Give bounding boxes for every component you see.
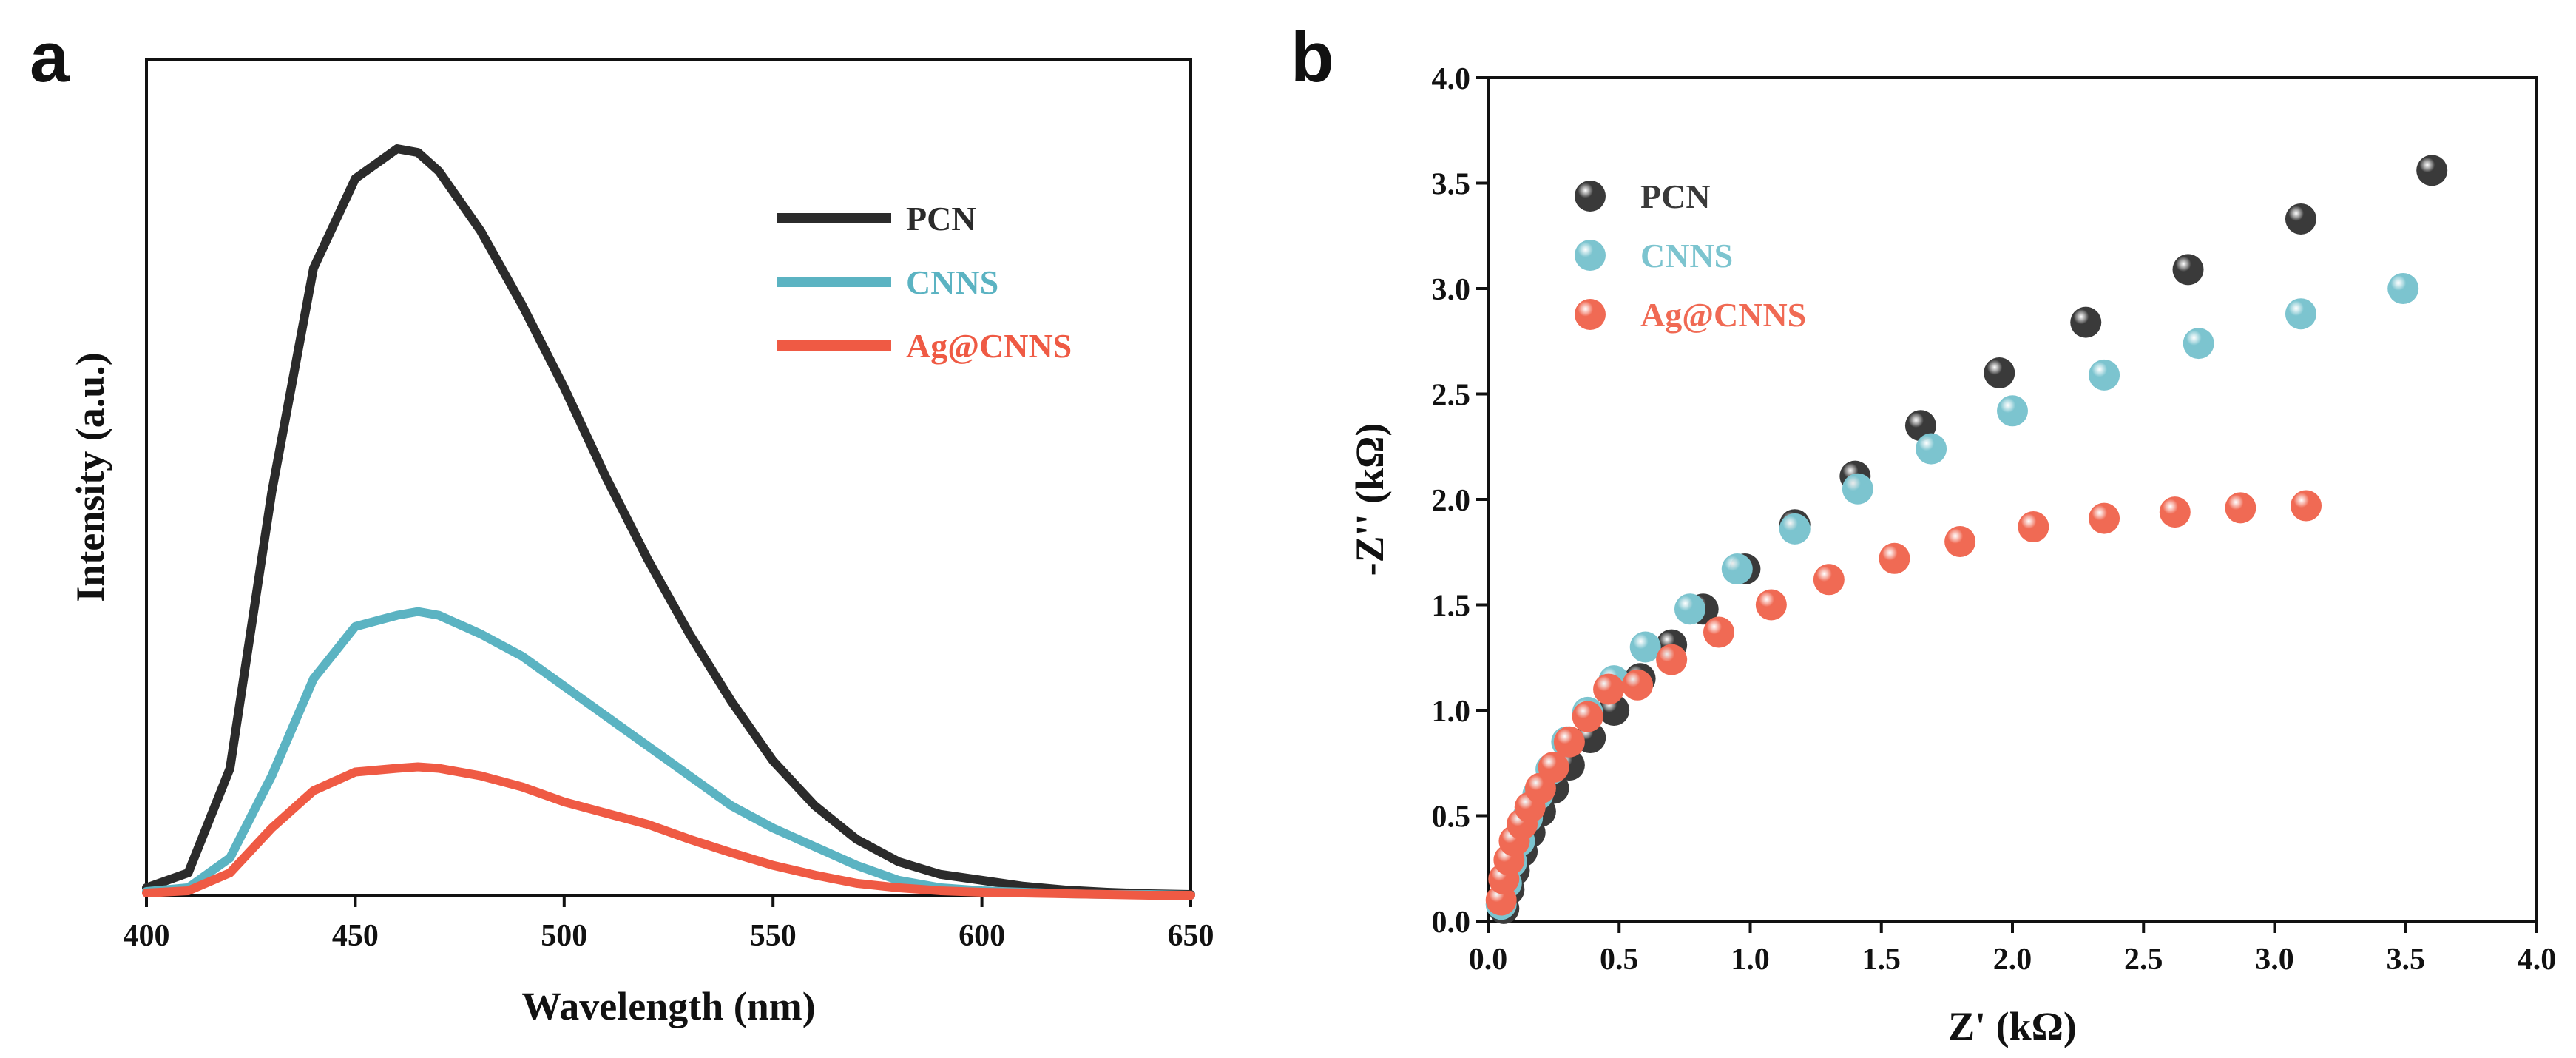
- panel-b-y-axis-title: -Z'' (kΩ): [1348, 423, 1392, 576]
- panel-a-x-tick-label: 650: [1168, 919, 1214, 953]
- panel-b-point-ag-cnns: [1553, 726, 1585, 758]
- panel-b-point-ag-cnns: [1593, 673, 1625, 705]
- panel-b-legend-marker: [1575, 299, 1606, 330]
- panel-b-scatter-chart: b 0.0 0.5 1.0 1.5 2.0 2.5 3.0 3.5 4.0 0.0 0.5 1.0 1…: [1291, 18, 2556, 1048]
- panel-b-x-tick-label: 3.5: [2387, 943, 2426, 977]
- panel-b-y-tick-label: 2.0: [1432, 484, 1471, 518]
- panel-b-x-tick-label: 2.0: [1993, 943, 2032, 977]
- panel-b-point-cnns: [1721, 553, 1753, 585]
- panel-b-x-tick-label: 0.0: [1469, 943, 1508, 977]
- panel-a-line-chart: a 400 450 500 550 600 650 Wavelength (nm) Int…: [30, 18, 1214, 1028]
- panel-a-legend: PCN CNNS Ag@CNNS: [777, 200, 1072, 365]
- panel-b-point-ag-cnns: [2159, 496, 2191, 528]
- panel-b-y-tick-label: 0.5: [1432, 801, 1471, 835]
- panel-a-x-tick-label: 450: [332, 919, 379, 953]
- panel-a-y-axis-title: Intensity (a.u.): [68, 352, 112, 602]
- panel-b-x-tick-label: 3.0: [2255, 943, 2294, 977]
- panel-a-x-tick-label: 550: [750, 919, 797, 953]
- panel-b-y-tick-label: 0.0: [1432, 906, 1471, 940]
- panel-b-point-pcn: [1904, 410, 1936, 442]
- panel-b-series-points: [1485, 155, 2448, 924]
- panel-b-y-tick-label: 1.0: [1432, 695, 1471, 729]
- panel-b-y-tick-label: 3.5: [1432, 168, 1471, 202]
- panel-b-point-ag-cnns: [1755, 589, 1787, 621]
- panel-a-series-line-ag-cnns: [142, 762, 1195, 900]
- panel-b-point-cnns: [1842, 473, 1873, 505]
- panel-label-b: b: [1291, 18, 1334, 97]
- panel-a-x-tick-label: 400: [124, 919, 170, 953]
- panel-b-point-ag-cnns: [1879, 542, 1910, 574]
- panel-b-point-ag-cnns: [2291, 490, 2322, 522]
- panel-b-point-pcn: [2285, 203, 2316, 235]
- panel-b-point-ag-cnns: [1944, 526, 1976, 557]
- panel-b-point-ag-cnns: [1703, 616, 1734, 648]
- panel-b-point-pcn: [2070, 306, 2102, 338]
- panel-a-series-lines: [142, 144, 1195, 900]
- panel-b-point-cnns: [2089, 359, 2120, 391]
- panel-a-series-line-cnns: [142, 607, 1195, 900]
- panel-a-plot-frame: [145, 58, 1192, 897]
- panel-b-point-ag-cnns: [1813, 564, 1845, 596]
- panel-b-x-tick-label: 4.0: [2518, 943, 2557, 977]
- panel-b-point-ag-cnns: [2089, 502, 2120, 534]
- panel-b-y-tick-label: 1.5: [1432, 590, 1471, 624]
- panel-b-y-tick-label: 3.0: [1432, 273, 1471, 307]
- panel-b-x-ticks: 0.0 0.5 1.0 1.5 2.0 2.5 3.0 3.5 4.0: [1469, 921, 2557, 977]
- panel-b-x-tick-label: 1.5: [1862, 943, 1901, 977]
- panel-b-legend-marker: [1575, 240, 1606, 271]
- panel-b-point-cnns: [2183, 328, 2214, 360]
- panel-b-point-ag-cnns: [1656, 644, 1688, 675]
- panel-b-legend-marker: [1575, 181, 1606, 212]
- panel-a-series-line-pcn: [142, 144, 1195, 899]
- panel-b-x-tick-label: 2.5: [2124, 943, 2163, 977]
- panel-b-point-pcn: [1984, 357, 2015, 388]
- panel-b-point-cnns: [1629, 631, 1661, 663]
- panel-a-legend-label: Ag@CNNS: [906, 327, 1072, 365]
- panel-b-point-cnns: [1779, 513, 1811, 545]
- panel-b-y-ticks: 0.0 0.5 1.0 1.5 2.0 2.5 3.0 3.5 4.0: [1432, 62, 1488, 940]
- panel-a-x-tick-label: 600: [959, 919, 1005, 953]
- panel-b-point-cnns: [1674, 593, 1705, 625]
- panel-b-point-ag-cnns: [1538, 751, 1569, 783]
- panel-b-point-pcn: [2416, 155, 2448, 186]
- panel-b-point-ag-cnns: [2018, 511, 2049, 543]
- panel-a-x-tick-label: 500: [541, 919, 587, 953]
- panel-b-point-ag-cnns: [2225, 492, 2256, 524]
- panel-b-point-cnns: [1916, 433, 1947, 465]
- panel-b-point-cnns: [1997, 395, 2028, 427]
- panel-b-point-cnns: [2387, 273, 2419, 304]
- panel-label-a: a: [30, 18, 70, 97]
- panel-a-legend-label: CNNS: [906, 263, 998, 301]
- panel-b-x-tick-label: 1.0: [1731, 943, 1770, 977]
- panel-b-point-ag-cnns: [1572, 701, 1603, 732]
- panel-a-x-axis-title: Wavelength (nm): [521, 984, 816, 1028]
- panel-a-x-ticks: 400 450 500 550 600 650: [124, 895, 1214, 953]
- panel-a-legend-label: PCN: [906, 200, 976, 237]
- panel-b-point-ag-cnns: [1622, 669, 1654, 701]
- panel-b-legend: PCN CNNS Ag@CNNS: [1575, 178, 1806, 334]
- panel-b-y-tick-label: 4.0: [1432, 62, 1471, 96]
- panel-b-x-axis-title: Z' (kΩ): [1948, 1004, 2077, 1048]
- panel-b-point-pcn: [2172, 254, 2204, 286]
- panel-b-point-cnns: [2285, 298, 2316, 330]
- panel-b-x-tick-label: 0.5: [1600, 943, 1639, 977]
- panel-b-legend-label: PCN: [1640, 178, 1711, 215]
- panel-b-y-tick-label: 2.5: [1432, 379, 1471, 413]
- panel-b-legend-label: Ag@CNNS: [1640, 296, 1806, 334]
- panel-b-legend-label: CNNS: [1640, 237, 1733, 274]
